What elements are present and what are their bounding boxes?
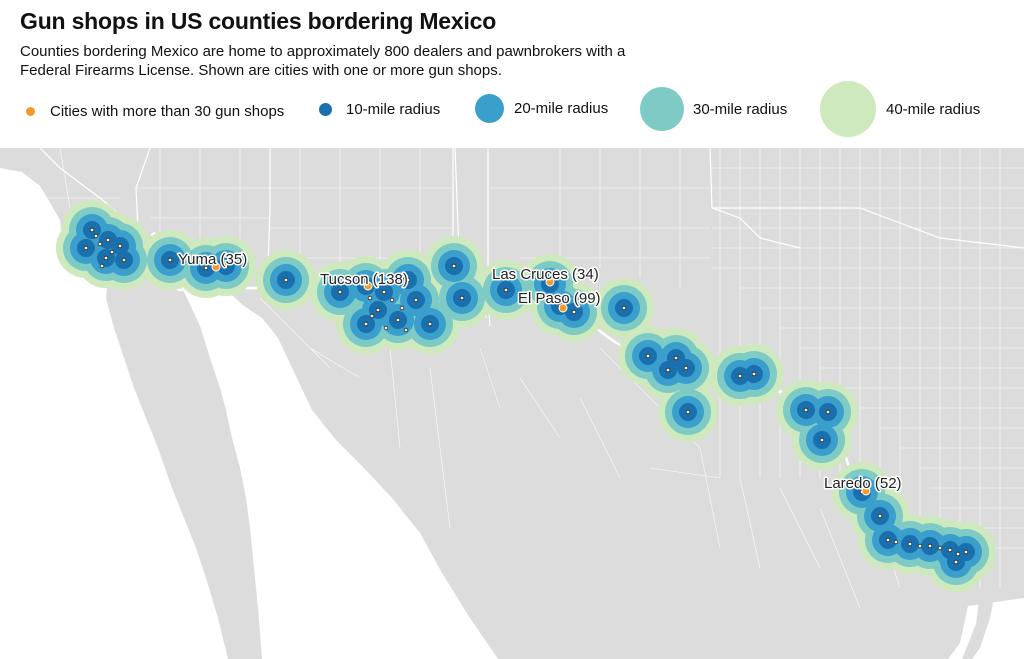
- gun-shop-point: [665, 367, 671, 373]
- city-label-el-paso: El Paso (99): [518, 290, 601, 307]
- legend-item-10-mile: 10-mile radius: [319, 101, 440, 118]
- gun-shop-point: [819, 437, 825, 443]
- legend-label: 40-mile radius: [886, 100, 981, 118]
- legend-label: Cities with more than 30 gun shops: [50, 103, 285, 120]
- gun-shop-point: [83, 245, 89, 251]
- gun-shop-point: [375, 307, 381, 313]
- page-title: Gun shops in US counties bordering Mexic…: [20, 8, 497, 34]
- legend-item-20-mile: 20-mile radius: [475, 94, 608, 123]
- gun-shop-point: [363, 321, 369, 327]
- gun-shop-point: [571, 309, 577, 315]
- gun-shop-point: [917, 543, 923, 549]
- gun-shop-point: [683, 365, 689, 371]
- 30-mile-circle-icon: [640, 87, 684, 131]
- gun-shop-point: [395, 317, 401, 323]
- legend-label: 10-mile radius: [346, 101, 441, 118]
- gun-shop-point: [403, 327, 409, 333]
- legend-item-large-cities: Cities with more than 30 gun shops: [26, 103, 284, 120]
- city-label-yuma: Yuma (35): [178, 251, 247, 268]
- city-label-laredo: Laredo (52): [824, 475, 902, 492]
- map: Yuma (35) Tucson (138) Las Cruces (34) E…: [0, 148, 1024, 659]
- gun-shop-point: [907, 541, 913, 547]
- gun-shop-point: [751, 371, 757, 377]
- map-canvas: Yuma (35) Tucson (138) Las Cruces (34) E…: [0, 148, 1024, 659]
- gun-shop-point: [103, 255, 109, 261]
- gun-shop-point: [413, 297, 419, 303]
- gun-shop-point: [337, 289, 343, 295]
- gun-shop-point: [825, 409, 831, 415]
- legend-item-30-mile: 30-mile radius: [640, 87, 787, 131]
- 10-mile-circle-icon: [319, 103, 332, 116]
- gun-shop-point: [885, 537, 891, 543]
- gun-shop-point: [893, 539, 899, 545]
- gun-shop-point: [955, 551, 961, 557]
- gun-shop-point: [737, 373, 743, 379]
- major-city-marker-yuma: [211, 262, 221, 272]
- gun-shop-point: [117, 243, 123, 249]
- gun-shop-point: [451, 263, 457, 269]
- city-label-tucson: Tucson (138): [320, 271, 408, 288]
- gun-shop-points: [83, 227, 969, 565]
- gun-shop-point: [685, 409, 691, 415]
- major-city-marker-laredo: [861, 486, 871, 496]
- gun-shop-point: [927, 543, 933, 549]
- gun-shop-point: [389, 297, 395, 303]
- gun-shop-point: [963, 549, 969, 555]
- gun-shop-point: [405, 277, 411, 283]
- gun-shop-point: [223, 263, 229, 269]
- gun-shop-point: [367, 295, 373, 301]
- gun-shop-point: [803, 407, 809, 413]
- city-label-las-cruces: Las Cruces (34): [492, 266, 599, 283]
- page-subtitle: Counties bordering Mexico are home to ap…: [20, 43, 626, 79]
- gun-shop-point: [283, 277, 289, 283]
- gun-shop-point: [937, 545, 943, 551]
- gun-shop-point: [383, 325, 389, 331]
- gun-shop-point: [673, 355, 679, 361]
- gun-shop-point: [105, 237, 111, 243]
- major-city-marker-tucson: [363, 281, 373, 291]
- gun-shop-point: [877, 513, 883, 519]
- legend-item-40-mile: 40-mile radius: [820, 81, 980, 137]
- 40-mile-circle-icon: [820, 81, 876, 137]
- gun-shop-point: [89, 227, 95, 233]
- gun-shop-point: [503, 287, 509, 293]
- legend-label: 30-mile radius: [693, 100, 788, 118]
- 20-mile-circle-icon: [475, 94, 504, 123]
- large-city-dot-icon: [26, 107, 35, 116]
- legend-label: 20-mile radius: [514, 100, 609, 117]
- gun-shop-point: [203, 265, 209, 271]
- gun-shop-point: [109, 249, 115, 255]
- legend: Cities with more than 30 gun shops 10-mi…: [0, 81, 1024, 144]
- gun-shop-point: [621, 305, 627, 311]
- gun-shop-point: [399, 305, 405, 311]
- gun-shop-point: [99, 263, 105, 269]
- gun-shop-point: [953, 559, 959, 565]
- major-city-marker-las-cruces: [545, 277, 555, 287]
- city-labels: Yuma (35) Tucson (138) Las Cruces (34) E…: [177, 250, 904, 494]
- major-city-marker-el-paso: [558, 303, 568, 313]
- gun-shop-point: [947, 547, 953, 553]
- land: [0, 148, 1024, 659]
- buffer-10-mile: [77, 221, 975, 571]
- major-city-markers: [211, 262, 871, 496]
- gun-shop-point: [369, 313, 375, 319]
- gun-shop-point: [381, 289, 387, 295]
- county-lines: [0, 148, 1024, 609]
- gun-shop-point: [459, 295, 465, 301]
- gun-shop-point: [121, 257, 127, 263]
- gun-shop-point: [93, 233, 99, 239]
- gun-shop-point: [645, 353, 651, 359]
- gun-shop-point: [97, 241, 103, 247]
- gun-shop-point: [167, 257, 173, 263]
- gun-shop-point: [427, 321, 433, 327]
